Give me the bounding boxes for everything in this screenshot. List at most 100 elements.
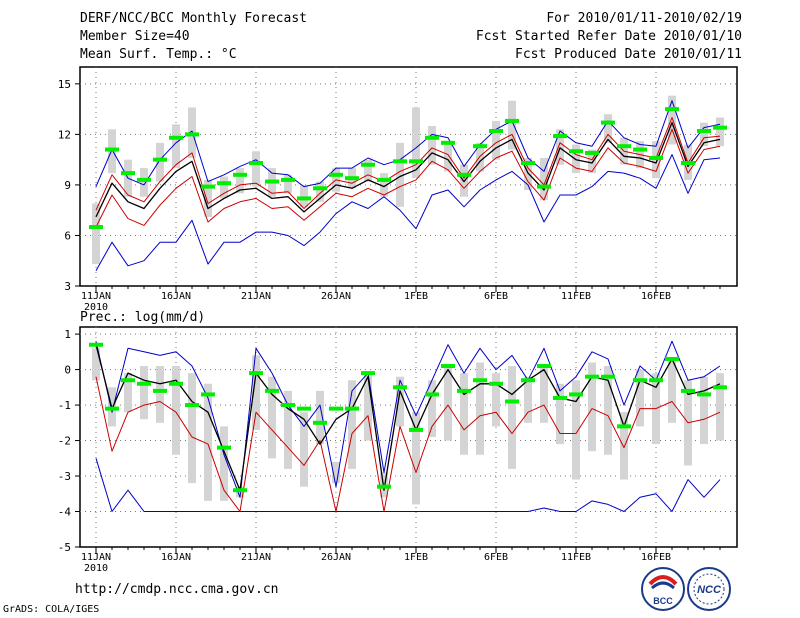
temp-marker: [345, 176, 359, 181]
bcc-logo-text: BCC: [653, 596, 673, 606]
temp-xtick-label: 11FEB: [561, 291, 591, 302]
prec-ensemble-mean-line: [95, 344, 721, 491]
temp-marker: [201, 184, 215, 189]
prec-marker: [697, 392, 711, 397]
chart-title: DERF/NCC/BCC Monthly Forecast: [80, 11, 307, 26]
prec-marker: [185, 403, 199, 408]
prec-marker: [169, 381, 183, 386]
temp-spread-box: [556, 129, 564, 165]
temp-marker: [377, 177, 391, 182]
prec-spread-box: [92, 348, 100, 381]
temp-xtick-label: 16FEB: [641, 291, 671, 302]
temp-spread-box: [412, 107, 420, 179]
prec-spread-box: [620, 412, 628, 480]
prec-spread-box: [124, 373, 132, 413]
prec-spread-box: [588, 362, 596, 452]
prec-spread-box: [460, 373, 468, 455]
prec-spread-box: [716, 373, 724, 441]
temp-ytick-label: 3: [64, 280, 71, 293]
prec-xtick-label: 16JAN: [161, 552, 191, 563]
prec-spread-box: [348, 380, 356, 469]
temp-spread-box: [140, 168, 148, 197]
temp-xtick-label: 11JAN: [81, 291, 111, 302]
temp-spread-box: [252, 151, 260, 187]
temp-marker: [329, 172, 343, 177]
temp-percentile-high-line: [95, 117, 721, 211]
prec-marker: [585, 374, 599, 379]
prec-marker: [681, 388, 695, 393]
member-size: Member Size=40: [80, 29, 190, 44]
prec-marker: [425, 392, 439, 397]
prec-ensemble-max-line: [95, 340, 721, 498]
prec-panel: -5 -4 -3 -2 -1 0 1 11JAN 16JAN 21JAN 26JAN 1FEB 6FEB…: [58, 326, 738, 574]
prec-spread-box: [492, 373, 500, 427]
prec-marker: [537, 364, 551, 369]
temp-marker: [89, 225, 103, 230]
temp-marker: [521, 161, 535, 166]
prec-spread-box: [140, 366, 148, 420]
prec-marker: [297, 406, 311, 411]
temp-percentile-low-line: [95, 128, 721, 228]
temp-spread-box: [588, 149, 596, 174]
temp-spread-box: [204, 179, 212, 217]
temp-ensemble-mean-line: [95, 121, 721, 218]
variable-label: Mean Surf. Temp.: °C: [80, 47, 237, 62]
temp-marker: [441, 140, 455, 145]
temp-spread-box: [572, 144, 580, 174]
prec-marker: [313, 420, 327, 425]
prec-marker: [377, 484, 391, 489]
temp-marker: [681, 161, 695, 166]
prec-ytick-label: 1: [64, 328, 71, 341]
prec-spread-box: [444, 366, 452, 441]
temp-spread-box: [716, 117, 724, 147]
prec-percentile-low-line: [95, 376, 721, 512]
prec-marker: [617, 424, 631, 429]
temp-marker: [505, 118, 519, 123]
temp-marker: [185, 132, 199, 137]
prec-ytick-label: -5: [58, 541, 71, 554]
temp-ytick-label: 15: [58, 78, 71, 91]
temp-year-label: 2010: [84, 302, 108, 313]
precip-title: Prec.: log(mm/d): [80, 310, 206, 325]
temp-marker: [297, 196, 311, 201]
prec-marker: [521, 378, 535, 383]
start-date: Fcst Started Refer Date 2010/01/10: [475, 29, 742, 44]
prec-marker: [409, 427, 423, 432]
temp-xtick-label: 26JAN: [321, 291, 351, 302]
temp-marker: [281, 177, 295, 182]
temp-marker: [553, 134, 567, 139]
prec-marker: [473, 378, 487, 383]
prec-marker: [89, 342, 103, 347]
temp-xtick-label: 16JAN: [161, 291, 191, 302]
temp-spread-box: [444, 141, 452, 172]
temp-ytick-label: 6: [64, 229, 71, 242]
temp-spread-box: [700, 122, 708, 147]
temp-marker: [665, 107, 679, 112]
temp-spread-box: [380, 173, 388, 197]
prec-xtick-label: 21JAN: [241, 552, 271, 563]
temp-ytick-label: 12: [58, 128, 71, 141]
prec-spread-box: [668, 358, 676, 423]
prec-spread-box: [204, 383, 212, 501]
prec-xtick-label: 11JAN: [81, 552, 111, 563]
temp-ensemble-max-line: [95, 100, 721, 188]
prec-marker: [505, 399, 519, 404]
prec-spread-box: [540, 366, 548, 423]
temp-panel: 3 6 9 12 15 11JAN 16JAN 21JAN 26JAN 1FEB 6FEB 11FEB…: [58, 66, 738, 313]
prec-spread-box: [316, 390, 324, 445]
prec-spread-box: [284, 390, 292, 469]
prec-marker: [489, 381, 503, 386]
temp-marker: [105, 147, 119, 152]
prec-xtick-label: 11FEB: [561, 552, 591, 563]
prec-spread-box: [476, 362, 484, 455]
temp-ytick-label: 9: [64, 179, 71, 192]
prec-marker: [601, 374, 615, 379]
ncc-logo-text: NCC: [697, 584, 722, 596]
prec-marker: [249, 371, 263, 376]
prec-spread-box: [268, 376, 276, 459]
temp-marker: [169, 135, 183, 140]
prec-marker: [569, 392, 583, 397]
temp-xtick-label: 21JAN: [241, 291, 271, 302]
temp-marker: [137, 177, 151, 182]
temp-marker: [409, 159, 423, 164]
